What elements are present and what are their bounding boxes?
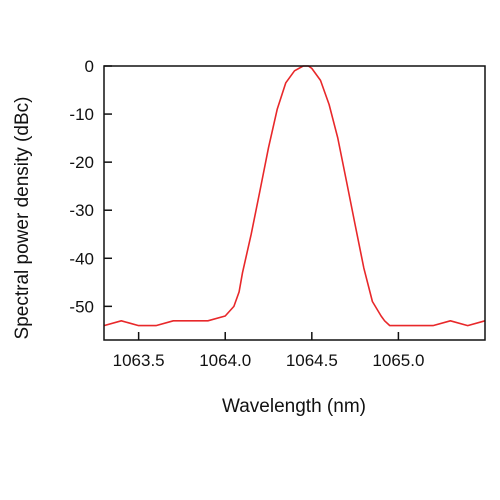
plot-frame <box>103 65 486 341</box>
y-axis-title: Spectral power density (dBc) <box>12 97 33 340</box>
y-tick-label: -30 <box>69 201 94 220</box>
x-tick-label: 1063.5 <box>113 351 165 370</box>
y-tick-label: -50 <box>69 297 94 316</box>
x-axis-title: Wavelength (nm) <box>222 396 366 417</box>
series-line-0 <box>103 65 486 327</box>
series-layer <box>103 65 486 327</box>
ticks-layer: 0 -10 -20 -30 -40 -50 1063.5 1064.0 1064.5 1065.0 <box>69 57 424 370</box>
x-tick-label: 1065.0 <box>372 351 424 370</box>
y-tick-label: 0 <box>85 57 94 76</box>
y-tick-label: -20 <box>69 153 94 172</box>
x-tick-label: 1064.5 <box>286 351 338 370</box>
x-tick-label: 1064.0 <box>199 351 251 370</box>
y-tick-label: -10 <box>69 105 94 124</box>
y-tick-label: -40 <box>69 249 94 268</box>
